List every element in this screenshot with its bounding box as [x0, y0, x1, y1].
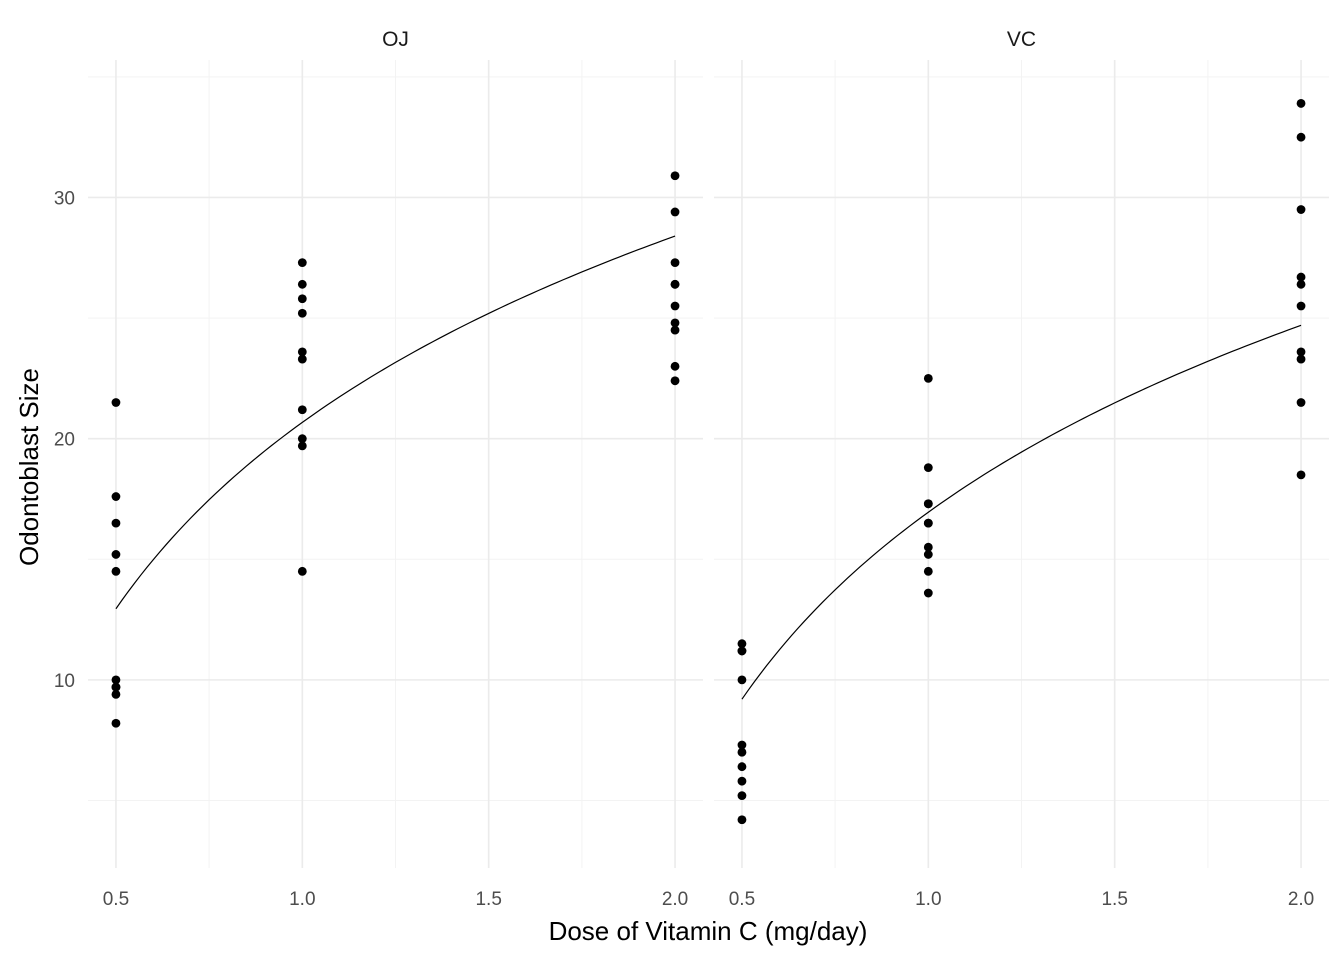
- data-point: [923, 588, 933, 598]
- facet-strip-label: VC: [1007, 28, 1036, 51]
- panel-oj: OJ 0.5 1.0 1.5 2.0: [88, 28, 703, 910]
- data-point: [111, 550, 121, 559]
- data-point: [1296, 398, 1306, 407]
- data-point: [1296, 205, 1306, 214]
- data-point: [923, 550, 933, 559]
- data-point: [923, 542, 933, 552]
- data-point: [111, 718, 121, 728]
- data-point: [737, 776, 747, 786]
- data-point: [737, 675, 747, 685]
- x-tick-label: 2.0: [662, 889, 688, 910]
- y-tick-label: 30: [54, 188, 75, 209]
- data-point: [1296, 470, 1306, 480]
- data-point: [923, 566, 933, 576]
- x-tick-label: 1.5: [475, 889, 501, 910]
- data-point: [923, 463, 933, 473]
- data-point: [1296, 132, 1306, 142]
- data-point: [297, 347, 307, 357]
- data-point: [923, 518, 933, 528]
- data-point: [111, 689, 121, 699]
- data-point: [670, 171, 680, 181]
- x-tick-label: 0.5: [103, 889, 129, 910]
- data-point: [297, 434, 307, 444]
- data-point: [1296, 99, 1306, 108]
- data-point: [670, 207, 680, 217]
- data-point: [670, 318, 680, 328]
- x-tick-label: 2.0: [1288, 889, 1314, 910]
- data-point: [670, 258, 680, 268]
- fit-curve: [741, 324, 1302, 700]
- y-tick-label: 20: [54, 430, 75, 451]
- data-point: [1296, 354, 1306, 364]
- fit-curve: [115, 235, 676, 610]
- data-point: [111, 682, 121, 692]
- data-point: [737, 762, 747, 772]
- data-point: [1296, 272, 1306, 282]
- data-point: [297, 405, 307, 415]
- data-point: [670, 301, 680, 311]
- data-point: [737, 791, 747, 801]
- panel-vc: VC 0.5 1.0 1.5 2.0: [714, 28, 1329, 910]
- data-point: [297, 258, 307, 268]
- x-tick-label: 1.0: [289, 889, 315, 910]
- data-point: [297, 279, 307, 289]
- data-point: [923, 373, 933, 383]
- data-point: [297, 566, 307, 576]
- x-tick-label: 1.5: [1101, 889, 1127, 910]
- data-point: [670, 279, 680, 289]
- data-point: [111, 518, 121, 528]
- y-axis-title: Odontoblast Size: [14, 368, 44, 566]
- data-point: [111, 675, 121, 685]
- data-point: [111, 566, 121, 576]
- data-point: [1296, 347, 1306, 357]
- data-point: [297, 354, 307, 364]
- data-point: [670, 325, 680, 335]
- data-point: [111, 398, 121, 407]
- data-point: [737, 747, 747, 757]
- data-point: [670, 361, 680, 371]
- facet-strip-label: OJ: [382, 28, 409, 51]
- x-axis-title: Dose of Vitamin C (mg/day): [549, 916, 868, 946]
- data-point: [297, 441, 307, 451]
- data-point: [1296, 279, 1306, 289]
- y-tick-label: 10: [54, 671, 75, 692]
- data-point: [297, 308, 307, 318]
- data-point: [111, 492, 121, 501]
- data-point: [737, 740, 747, 750]
- data-point: [737, 815, 747, 825]
- data-point: [737, 639, 747, 649]
- data-point: [923, 499, 933, 509]
- data-point: [737, 646, 747, 656]
- x-tick-label: 1.0: [915, 889, 941, 910]
- panels-layer: OJ 0.5 1.0 1.5 2.0 VC 0.5 1.0 1.5 2.0 10 20 30: [54, 28, 1329, 910]
- data-point: [1296, 301, 1306, 311]
- x-tick-label: 0.5: [729, 889, 755, 910]
- data-point: [670, 376, 680, 386]
- data-point: [297, 294, 307, 304]
